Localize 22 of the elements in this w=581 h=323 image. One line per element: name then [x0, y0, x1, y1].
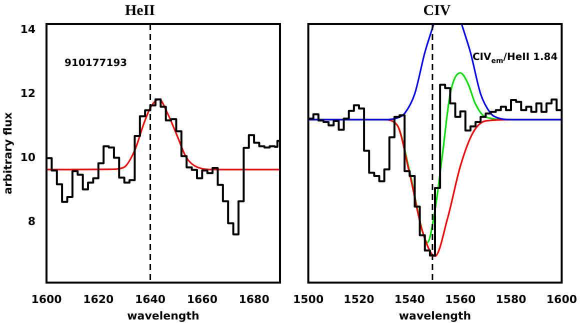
x-tick-label: 1640: [134, 293, 166, 306]
y-tick-label: 14: [20, 23, 36, 36]
x-tick-label: 1600: [546, 293, 578, 306]
chart-title: CIV: [423, 2, 451, 19]
y-tick-label: 8: [28, 214, 36, 228]
x-tick-label: 1580: [496, 293, 527, 306]
annotation: 910177193: [64, 58, 128, 69]
x-tick-label: 1560: [445, 293, 476, 306]
chart-title: HeII: [125, 2, 156, 19]
x-tick-label: 1520: [344, 293, 375, 306]
x-tick-label: 1680: [238, 293, 270, 306]
x-tick-label: 1620: [83, 293, 114, 306]
y-tick-label: 10: [20, 150, 36, 164]
x-axis-title: wavelength: [398, 309, 472, 322]
y-tick-label: 12: [20, 87, 36, 100]
x-tick-label: 1500: [292, 293, 324, 306]
y-axis-title: arbitrary flux: [1, 112, 14, 194]
x-tick-label: 1600: [31, 293, 62, 306]
x-axis-title: wavelength: [127, 309, 200, 322]
x-tick-label: 1660: [186, 293, 218, 306]
x-tick-label: 1540: [394, 293, 426, 306]
line-series: [46, 98, 280, 170]
